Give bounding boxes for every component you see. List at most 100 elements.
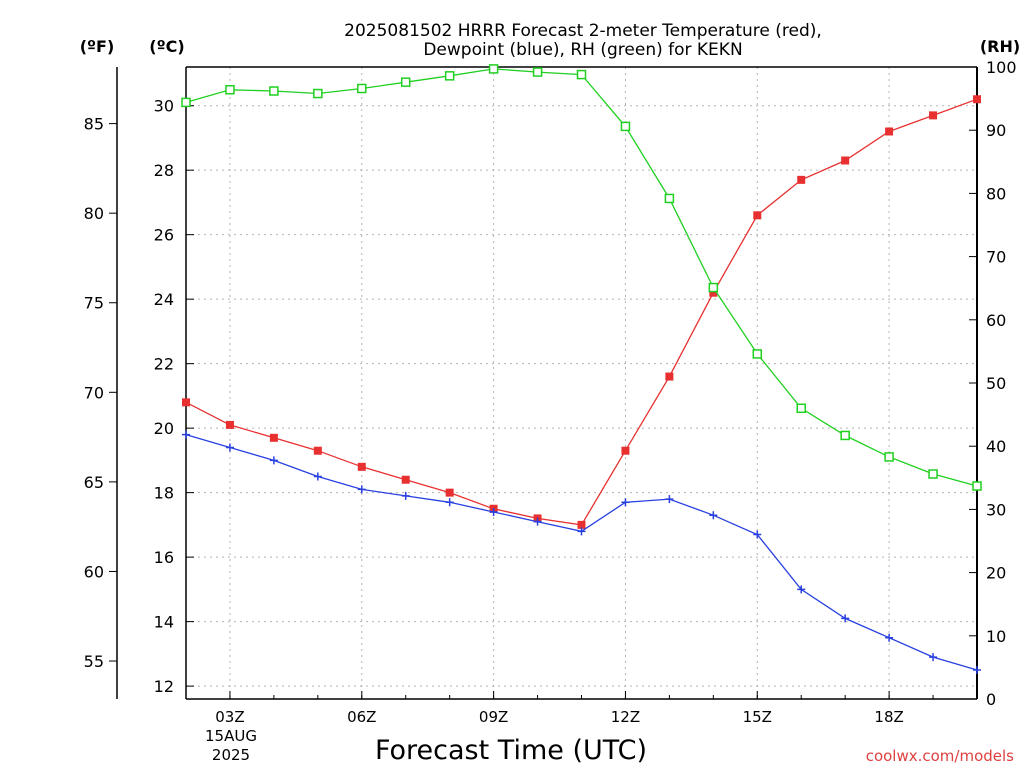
dewpoint-point [621,498,630,507]
dewpoint-point [973,665,981,674]
rh-point [708,282,719,293]
x-tick-label: 18Z [874,708,903,726]
rh-line [185,68,978,487]
dewpoint-point [709,511,718,520]
rh-point [313,88,323,99]
unit-f-label: (ºF) [80,37,115,56]
dewpoint-point [533,517,542,526]
rh-tick-label: 80 [986,184,1006,203]
temperature-point [269,433,278,442]
dewpoint-point [225,443,234,452]
rh-point [576,69,587,80]
temperature-point [621,446,630,455]
chart-title-line1: 2025081502 HRRR Forecast 2-meter Tempera… [344,21,822,41]
dewpoint-point [357,485,366,494]
temperature-point [797,175,806,184]
temperature-point [709,288,718,297]
rh-point [928,469,938,479]
temperature-point [225,420,234,429]
tick-labels: 12 14 16 18 20 22 24 26 28 30 55 60 65 70 75 80 85 0 10 20 3… [84,58,1017,726]
celsius-tick-label: 18 [154,484,174,503]
temperature-point [885,127,894,136]
grid [186,67,977,699]
dewpoint-point [841,614,850,623]
temperature-point [357,462,366,471]
celsius-tick-label: 30 [154,97,174,116]
rh-point [444,71,455,81]
temperature-point [665,372,674,381]
series-rh [181,64,982,491]
celsius-tick-label: 24 [154,290,174,309]
rh-tick-label: 20 [986,564,1006,583]
rh-tick-label: 100 [986,58,1017,77]
temperature-point [973,95,981,104]
celsius-tick-label: 20 [154,419,174,438]
unit-c-label: (ºC) [149,37,184,56]
dewpoint-point [665,495,674,504]
temperature-line [185,98,978,526]
celsius-tick-label: 22 [154,355,174,374]
rh-point [884,452,894,462]
rh-point [357,83,367,94]
rh-point [181,97,191,108]
rh-tick-label: 10 [986,627,1006,646]
temperature-point [313,446,322,455]
dewpoint-point [577,527,586,536]
unit-rh-label: (RH) [980,37,1020,56]
rh-tick-label: 40 [986,437,1006,456]
fahrenheit-tick-label: 75 [84,294,104,313]
series-dewpoint [182,430,981,674]
dewpoint-point [401,491,410,500]
temperature-point [753,211,762,220]
celsius-tick-label: 14 [154,613,174,632]
rh-point [532,67,543,77]
rh-point [269,86,279,96]
dewpoint-point [929,653,938,662]
dewpoint-line [185,433,978,671]
celsius-tick-label: 16 [154,548,174,567]
rh-point [752,349,763,359]
dewpoint-point [182,430,190,439]
fahrenheit-tick-label: 55 [84,652,104,671]
x-tick-label: 06Z [347,708,376,726]
dewpoint-point [313,472,322,481]
fahrenheit-tick-label: 85 [84,115,104,134]
rh-tick-label: 30 [986,500,1006,519]
rh-point [840,430,850,441]
series-temperature [182,95,981,529]
series-lines [181,64,982,674]
rh-point [225,85,235,95]
x-tick-label: 09Z [479,708,508,726]
dewpoint-point [753,530,762,539]
dewpoint-point [797,585,806,594]
fahrenheit-tick-label: 80 [84,204,104,223]
dewpoint-point [269,456,278,465]
temperature-point [841,156,850,165]
temperature-point [577,520,586,529]
date-label-day: 15AUG [205,727,257,745]
rh-tick-label: 0 [986,690,996,709]
rh-tick-label: 90 [986,121,1006,140]
rh-point [972,481,982,491]
temperature-point [445,488,454,497]
x-axis-title: Forecast Time (UTC) [375,735,647,766]
date-label-year: 2025 [212,746,250,764]
rh-tick-label: 50 [986,374,1006,393]
dewpoint-point [885,633,894,642]
credit-label: coolwx.com/models [866,747,1014,765]
chart-title-line2: Dewpoint (blue), RH (green) for KEKN [423,40,742,60]
rh-point [400,77,411,87]
dewpoint-point [489,507,498,516]
x-tick-label: 15Z [743,708,772,726]
dewpoint-point [445,498,454,507]
temperature-point [929,111,938,120]
axes [109,66,978,700]
x-tick-label: 03Z [215,708,244,726]
celsius-tick-label: 26 [154,226,174,245]
x-tick-label: 12Z [611,708,640,726]
celsius-tick-label: 28 [154,161,174,180]
rh-point [796,403,806,414]
temperature-point [182,398,190,407]
rh-point [664,193,675,204]
